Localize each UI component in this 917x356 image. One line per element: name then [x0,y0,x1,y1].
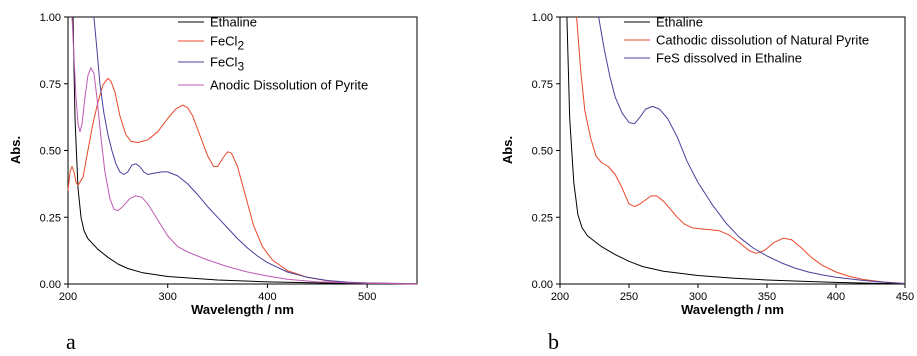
legend-fecl2-base: FeCl [210,34,238,49]
legend-entry-ethaline-b: Ethaline [656,15,703,30]
legend-b: Ethaline Cathodic dissolution of Natural… [624,15,869,66]
x-axis-label-a: Wavelength / nm [191,302,294,317]
y-tick-label: 0.25 [532,212,553,224]
x-tick-label: 450 [896,291,914,303]
y-axis-label-a: Abs. [8,136,23,164]
y-tick-label: 0.75 [532,79,553,91]
y-axis-label-b: Abs. [500,136,515,164]
y-tick-label: 0.00 [532,279,553,291]
legend-entry-cathodic-pyrite: Cathodic dissolution of Natural Pyrite [656,33,869,48]
chart-panel-b: 0.000.250.500.751.00 200 250 300 350 400 450 … [500,12,914,354]
x-tick-label: 200 [59,291,77,303]
legend-entry-fecl2: FeCl2 [210,34,244,53]
x-tick-label: 250 [620,291,638,303]
legend-fecl3-subscript: 3 [237,60,244,74]
legend-entry-ethaline-a: Ethaline [210,15,257,30]
y-tick-label: 0.50 [532,146,553,158]
y-tick-label: 0.25 [40,212,61,224]
chart-panel-a: 0.00 0.25 0.50 0.75 1.00 200 300 400 500 Wavele… [8,12,418,354]
y-ticks-a: 0.00 0.25 0.50 0.75 1.00 [40,12,68,291]
x-tick-label: 500 [358,291,376,303]
legend-entry-fecl3: FeCl3 [210,55,244,74]
x-tick-label: 300 [689,291,707,303]
x-tick-label: 200 [551,291,569,303]
x-tick-label: 400 [827,291,845,303]
series-line-fes-dissolved-in-ethaline-b [598,16,906,284]
panel-label-a: a [66,329,76,354]
series-lines-a [67,16,418,285]
legend-fecl3-base: FeCl [210,55,238,70]
y-tick-label: 0.00 [40,279,61,291]
y-tick-label: 1.00 [532,12,553,24]
y-tick-label: 0.75 [40,79,61,91]
series-line-anodic-dissolution-of-pyrite-a [71,16,418,285]
legend-entry-anodic-pyrite: Anodic Dissolution of Pyrite [210,78,368,93]
y-tick-label: 1.00 [40,12,61,24]
series-lines-b [566,16,906,285]
legend-entry-fes-ethaline: FeS dissolved in Ethaline [656,51,802,66]
x-ticks-a: 200 300 400 500 [59,284,376,303]
x-ticks-b: 200 250 300 350 400 450 [551,284,914,303]
y-tick-label: 0.50 [40,146,61,158]
series-line-cathodic-dissolution-of-natural-pyrite-b [576,16,906,284]
panel-label-b: b [548,329,559,354]
legend-fecl2-subscript: 2 [237,39,244,53]
series-line-ethaline-b [566,16,906,285]
y-ticks-b: 0.00 0.25 0.50 0.75 1.00 [532,12,560,291]
series-line-fecl2-a [67,77,418,285]
legend-a: Ethaline FeCl2 FeCl3 Anodic Dissolution … [178,15,368,93]
x-tick-label: 400 [258,291,276,303]
x-axis-label-b: Wavelength / nm [681,302,784,317]
series-line-fecl3-a [93,16,418,285]
x-tick-label: 350 [758,291,776,303]
x-tick-label: 300 [159,291,177,303]
series-line-ethaline-a [72,16,418,285]
